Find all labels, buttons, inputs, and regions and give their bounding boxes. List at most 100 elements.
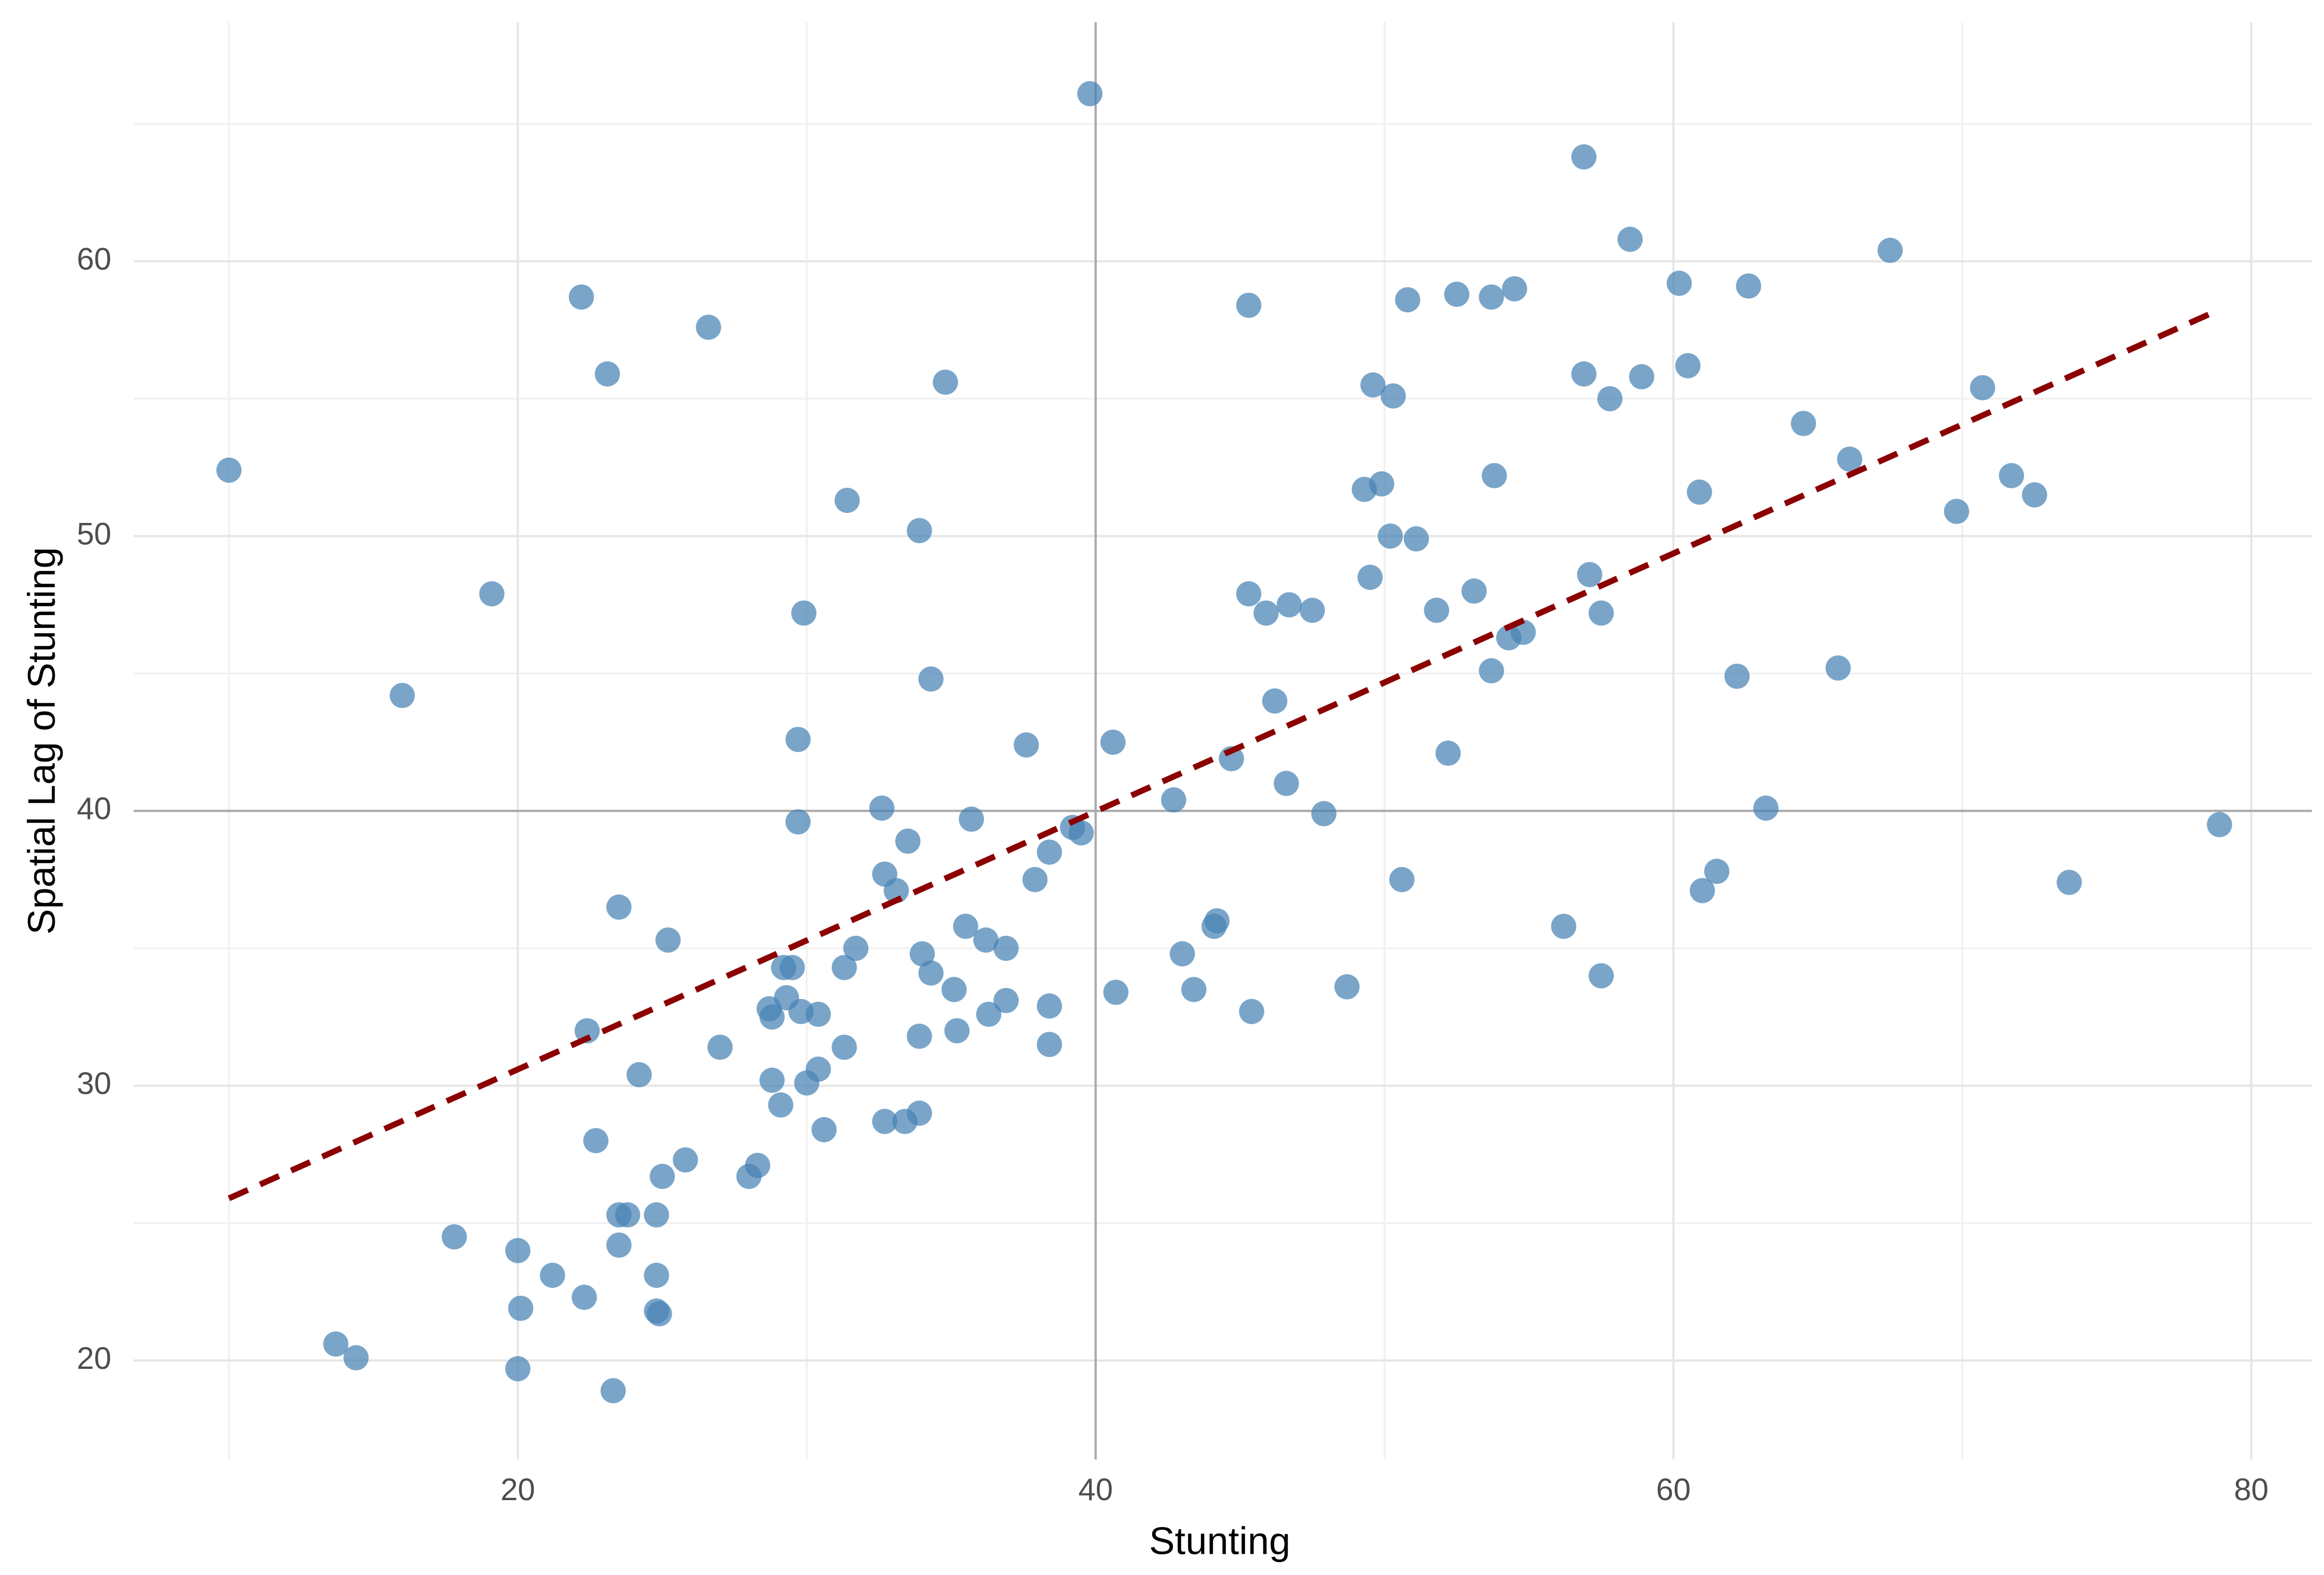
- point: [759, 1067, 785, 1093]
- point: [1273, 770, 1299, 796]
- point: [1551, 913, 1576, 939]
- point: [606, 894, 632, 920]
- point: [1037, 839, 1062, 865]
- point: [1588, 600, 1614, 626]
- x-axis-label: Stunting: [1149, 1520, 1290, 1563]
- point: [389, 683, 415, 708]
- point: [843, 935, 869, 961]
- point: [1377, 523, 1403, 549]
- point: [600, 1378, 626, 1403]
- point: [574, 1018, 600, 1044]
- x-tick-label: 20: [501, 1472, 535, 1507]
- point: [1577, 562, 1603, 587]
- point: [834, 488, 860, 513]
- point: [1181, 977, 1207, 1002]
- point: [1334, 974, 1360, 1000]
- trend-line: [227, 311, 2212, 1201]
- point: [831, 1034, 857, 1060]
- point: [883, 878, 909, 903]
- point: [1424, 597, 1449, 623]
- point: [1100, 729, 1126, 755]
- point: [2022, 482, 2047, 508]
- point: [649, 1164, 675, 1189]
- point: [1170, 941, 1195, 967]
- point: [918, 960, 944, 986]
- point: [572, 1284, 597, 1310]
- point: [906, 1024, 932, 1049]
- point: [479, 581, 505, 607]
- y-tick-label: 60: [77, 241, 111, 276]
- point: [707, 1034, 733, 1060]
- point: [323, 1331, 349, 1357]
- x-tick-label: 80: [2234, 1472, 2269, 1507]
- point: [1068, 820, 1094, 846]
- point: [1404, 526, 1429, 551]
- point: [1461, 578, 1487, 604]
- point: [1311, 801, 1337, 826]
- point: [785, 726, 811, 753]
- point: [1479, 284, 1504, 310]
- point: [976, 1001, 1001, 1027]
- point: [673, 1147, 698, 1173]
- y-tick-label: 20: [77, 1341, 111, 1376]
- point: [1943, 498, 1970, 524]
- point: [343, 1345, 369, 1371]
- point: [1825, 655, 1851, 681]
- point: [1481, 463, 1507, 488]
- point: [1724, 663, 1750, 689]
- point: [583, 1128, 609, 1154]
- point: [2207, 812, 2232, 838]
- point: [1239, 998, 1265, 1024]
- point: [1276, 592, 1302, 618]
- x-tick-label: 40: [1078, 1472, 1113, 1507]
- point: [1253, 600, 1279, 626]
- point: [1597, 386, 1623, 412]
- point: [1666, 270, 1692, 296]
- point: [869, 795, 895, 821]
- point: [696, 315, 721, 340]
- point: [1236, 292, 1262, 318]
- point: [1022, 867, 1048, 892]
- point: [1571, 361, 1597, 387]
- point: [759, 1004, 785, 1030]
- point: [1704, 859, 1729, 884]
- point: [655, 927, 681, 953]
- point: [1837, 446, 1862, 472]
- point: [953, 913, 978, 939]
- point: [768, 1092, 793, 1118]
- point: [993, 935, 1019, 961]
- point: [1236, 581, 1262, 607]
- point: [1037, 1031, 1062, 1057]
- point: [1369, 471, 1395, 497]
- point: [831, 955, 857, 981]
- point: [895, 828, 921, 854]
- y-axis-label: Spatial Lag of Stunting: [20, 547, 63, 935]
- point: [1999, 463, 2024, 488]
- point: [644, 1202, 669, 1227]
- point: [944, 1018, 970, 1044]
- point: [2056, 869, 2082, 895]
- y-tick-label: 30: [77, 1066, 111, 1101]
- point: [811, 1117, 837, 1143]
- point: [508, 1296, 534, 1321]
- y-tick-label: 40: [77, 791, 111, 826]
- point: [780, 955, 805, 981]
- point: [615, 1202, 640, 1227]
- point: [1103, 979, 1129, 1005]
- point: [993, 988, 1019, 1013]
- point: [1588, 963, 1614, 989]
- point: [745, 1153, 771, 1178]
- point: [1629, 364, 1655, 389]
- point: [1617, 226, 1643, 252]
- point: [1360, 372, 1386, 398]
- point: [872, 1108, 897, 1134]
- point: [1501, 276, 1527, 302]
- point: [1435, 740, 1461, 766]
- point: [1790, 411, 1816, 436]
- point: [909, 941, 935, 967]
- point: [1444, 282, 1470, 307]
- point: [505, 1238, 531, 1263]
- point: [1479, 658, 1504, 684]
